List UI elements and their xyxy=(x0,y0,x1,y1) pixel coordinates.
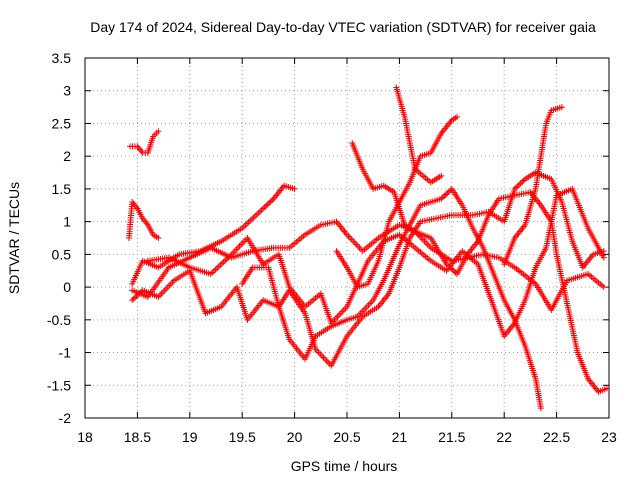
y-tick-label: -0.5 xyxy=(47,312,71,328)
data-point xyxy=(449,266,456,273)
y-tick-label: 1.5 xyxy=(52,181,72,197)
axis-ticks: 18 18.5 19 19.5 20 20.5 21 21.5 22 22.5 23-2-1.5-1… xyxy=(47,50,617,445)
y-tick-label: 0.5 xyxy=(52,246,72,262)
series-track-9 xyxy=(333,113,461,291)
data-point xyxy=(514,183,521,190)
series-track-3 xyxy=(129,182,298,287)
x-tick-label: 19.5 xyxy=(229,429,256,445)
data-point xyxy=(129,297,136,304)
data-point xyxy=(454,113,461,120)
data-point xyxy=(438,172,445,179)
series-track-6 xyxy=(144,185,607,340)
data-point xyxy=(600,254,607,261)
data-point xyxy=(266,199,273,206)
data-point xyxy=(511,185,518,192)
series-track-10 xyxy=(393,84,445,186)
data-point xyxy=(600,248,607,255)
data-point xyxy=(519,178,526,185)
data-point xyxy=(132,294,139,301)
data-point xyxy=(446,263,453,270)
data-point xyxy=(520,177,527,184)
grid-lines xyxy=(85,58,609,418)
data-point xyxy=(155,128,162,135)
x-tick-label: 21.5 xyxy=(438,429,465,445)
data-point xyxy=(438,195,445,202)
data-point xyxy=(445,188,452,195)
data-point xyxy=(269,197,276,204)
data-point xyxy=(445,262,452,269)
data-marks xyxy=(126,84,610,412)
data-point xyxy=(263,202,270,209)
data-point xyxy=(442,191,449,198)
series-track-11 xyxy=(501,104,565,268)
y-tick-label: 2 xyxy=(63,148,71,164)
y-tick-label: 1 xyxy=(63,214,71,230)
data-point xyxy=(133,292,140,299)
y-tick-label: -1 xyxy=(59,345,72,361)
y-tick-label: 0 xyxy=(63,279,71,295)
data-point xyxy=(513,184,520,191)
y-tick-label: 3 xyxy=(63,83,71,99)
x-tick-label: 20.5 xyxy=(333,429,360,445)
x-tick-label: 23 xyxy=(601,429,617,445)
data-point xyxy=(451,268,458,275)
data-point xyxy=(260,205,267,212)
data-point xyxy=(267,198,274,205)
x-axis-label: GPS time / hours xyxy=(291,458,398,474)
x-tick-label: 21 xyxy=(392,429,408,445)
data-point xyxy=(155,235,162,241)
x-tick-label: 19 xyxy=(182,429,198,445)
series-track-2 xyxy=(126,199,162,241)
series-track-1 xyxy=(127,128,162,156)
data-point xyxy=(130,295,137,302)
data-point xyxy=(537,405,544,412)
data-point xyxy=(603,385,610,392)
data-point xyxy=(261,204,268,211)
data-point xyxy=(516,181,523,188)
x-tick-label: 18 xyxy=(77,429,93,445)
series-track-7 xyxy=(239,169,607,369)
data-point xyxy=(448,265,455,272)
data-point xyxy=(441,192,448,199)
data-point xyxy=(291,185,298,192)
chart-title: Day 174 of 2024, Sidereal Day-to-day VTE… xyxy=(90,19,596,35)
data-point xyxy=(264,201,271,208)
data-point xyxy=(452,269,459,276)
data-point xyxy=(444,190,451,197)
y-axis-label: SDTVAR / TECUs xyxy=(6,182,22,294)
data-point xyxy=(558,104,565,111)
data-point xyxy=(439,194,446,201)
data-point xyxy=(517,180,524,187)
data-point xyxy=(443,261,450,268)
y-tick-label: 2.5 xyxy=(52,115,72,131)
x-tick-label: 18.5 xyxy=(124,429,151,445)
y-tick-label: -1.5 xyxy=(47,377,71,393)
x-tick-label: 22.5 xyxy=(543,429,570,445)
x-tick-label: 20 xyxy=(287,429,303,445)
y-tick-label: -2 xyxy=(59,410,72,426)
x-tick-label: 22 xyxy=(496,429,512,445)
y-tick-label: 3.5 xyxy=(52,50,72,66)
data-point xyxy=(600,284,607,291)
